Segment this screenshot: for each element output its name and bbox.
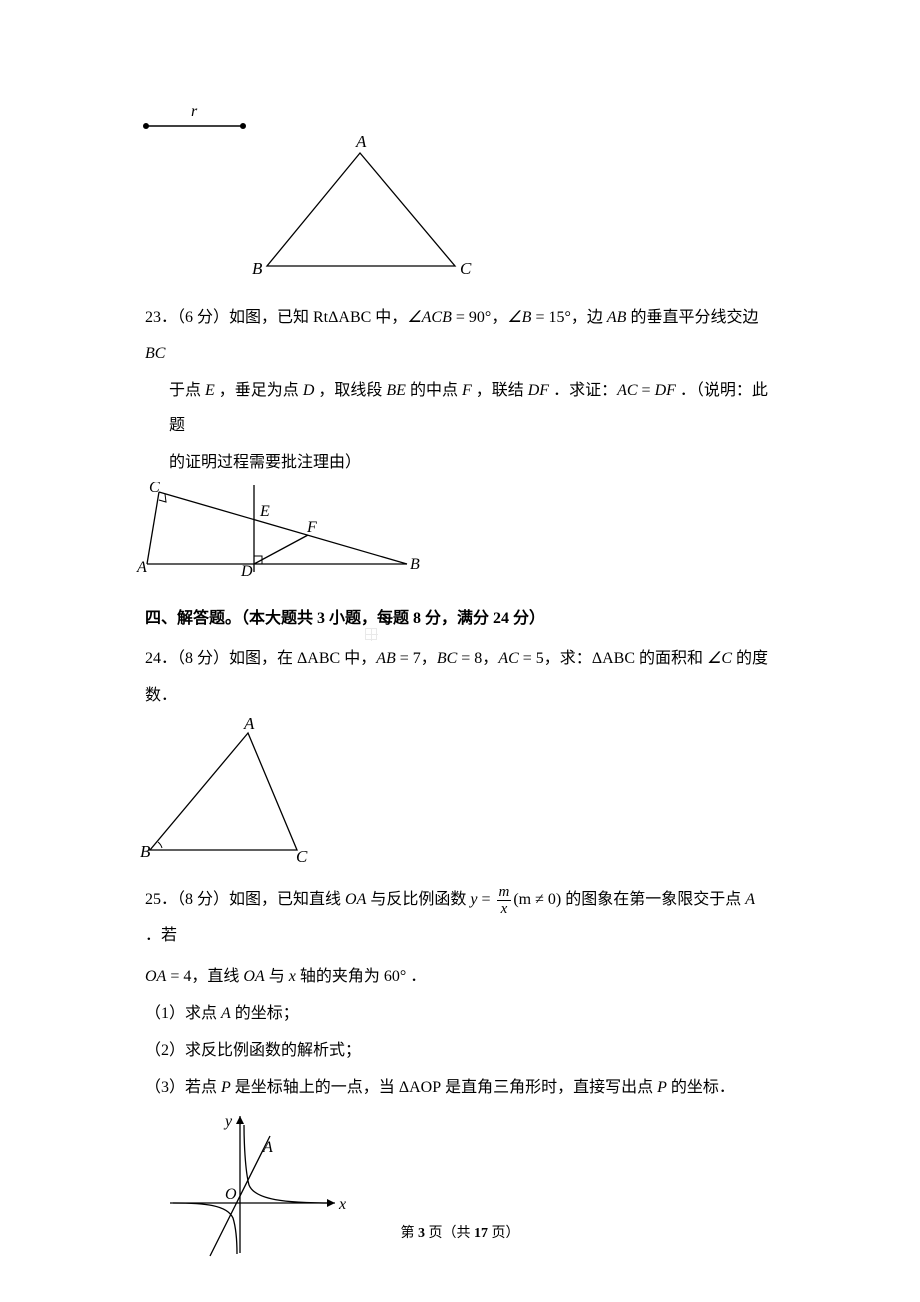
r-label: r (191, 104, 198, 120)
svg-text:B: B (140, 842, 151, 861)
triangle-top-svg: A B C (250, 133, 480, 283)
right-triangle-svg: A B C D E F (135, 482, 425, 577)
svg-text:C: C (460, 259, 472, 278)
q24-line1: 24．（8 分）如图，在 ΔABC 中，AB = 7，BC = 8，AC = 5… (145, 641, 775, 676)
svg-text:A: A (136, 559, 147, 576)
svg-text:D: D (240, 563, 253, 577)
svg-text:O: O (225, 1186, 237, 1203)
q25-part1: （1）求点 A 的坐标； (145, 996, 775, 1031)
svg-text:C: C (296, 847, 308, 865)
svg-text:x: x (338, 1196, 346, 1213)
diagram-triangle-top: A B C (250, 133, 775, 296)
q24-line2: 数． (145, 678, 775, 713)
svg-text:A: A (243, 715, 255, 733)
q23-line3: 的证明过程需要批注理由） (145, 445, 775, 480)
q25-line1: 25．（8 分）如图，已知直线 OA 与反比例函数 y = mx(m ≠ 0) … (145, 882, 775, 953)
q25-part3: （3）若点 P 是坐标轴上的一点，当 ΔAOP 是直角三角形时，直接写出点 P … (145, 1070, 775, 1105)
watermark-icon (365, 628, 377, 640)
svg-text:B: B (410, 556, 420, 573)
diagram-axes: y x O A (165, 1108, 775, 1271)
q23-line2: 于点 E ，垂足为点 D ，取线段 BE 的中点 F ，联结 DF ．求证：AC… (145, 373, 775, 443)
svg-text:B: B (252, 259, 263, 278)
svg-text:E: E (259, 503, 270, 520)
svg-text:A: A (262, 1139, 273, 1156)
page-footer: 第 3 页（共 17 页） (0, 1222, 920, 1242)
page-content: r A B C 23．（6 分）如图，已知 RtΔABC 中，∠ACB = 90… (145, 104, 775, 1271)
svg-text:A: A (355, 133, 367, 151)
r-segment-svg: r (141, 104, 251, 134)
diagram-triangle-mid: A B C (140, 715, 775, 878)
q23-line1: 23．（6 分）如图，已知 RtΔABC 中，∠ACB = 90°，∠B = 1… (145, 300, 775, 370)
section-4-title: 四、解答题。（本大题共 3 小题，每题 8 分，满分 24 分） (145, 601, 775, 636)
triangle-mid-svg: A B C (140, 715, 320, 865)
q25-line2: OA = 4，直线 OA 与 x 轴的夹角为 60° ． (145, 959, 775, 994)
q25-part2: （2）求反比例函数的解析式； (145, 1033, 775, 1068)
svg-text:y: y (223, 1113, 233, 1130)
svg-text:C: C (149, 482, 160, 496)
diagram-right-triangle: A B C D E F (135, 482, 775, 590)
svg-text:F: F (306, 519, 317, 536)
